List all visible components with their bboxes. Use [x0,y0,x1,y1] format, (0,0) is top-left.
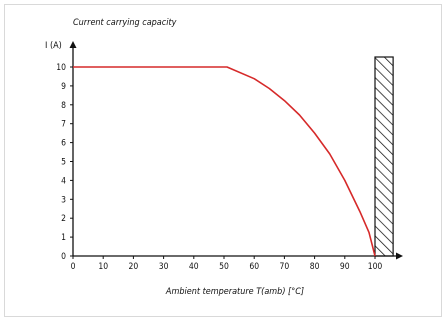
x-tick-label: 80 [310,262,320,272]
x-tick-label: 30 [159,262,169,272]
limit-hatched-region [374,56,394,257]
y-tick-label: 0 [61,252,66,262]
x-tick-label: 20 [129,262,139,272]
y-tick-label: 8 [61,101,66,111]
x-tick-label: 60 [249,262,259,272]
x-tick-label: 0 [71,262,76,272]
x-tick-label: 70 [280,262,290,272]
chart-frame [4,4,442,317]
chart-title: Current carrying capacity [73,18,177,28]
y-tick-label: 10 [56,63,66,73]
y-tick-label: 1 [61,233,66,243]
y-tick-label: 5 [61,158,66,168]
x-tick-label: 50 [219,262,229,272]
y-tick-label: 3 [61,195,66,205]
x-axis-label: Ambient temperature T(amb) [°C] [165,287,304,297]
x-tick-label: 100 [368,262,383,272]
x-axis-arrow [396,252,403,260]
capacity-curve [73,66,376,257]
y-axis-label: I (A) [45,41,62,51]
x-tick-label: 10 [98,262,108,272]
y-tick-label: 4 [61,176,66,186]
x-tick-label: 40 [189,262,199,272]
y-tick-label: 6 [61,139,66,149]
y-axis-arrow [69,41,77,48]
y-tick-label: 2 [61,214,66,224]
y-tick-label: 7 [61,120,66,130]
x-tick-label: 90 [340,262,350,272]
y-tick-label: 9 [61,82,66,92]
